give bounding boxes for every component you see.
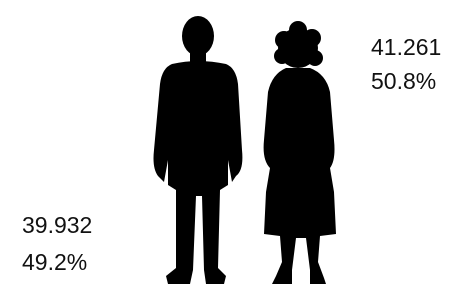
male-count: 39.932 bbox=[22, 212, 92, 238]
female-silhouette bbox=[264, 21, 336, 284]
infographic: 39.932 49.2% 41.261 50.8% bbox=[0, 0, 458, 290]
female-count: 41.261 bbox=[371, 34, 441, 60]
male-percent: 49.2% bbox=[22, 249, 87, 275]
male-silhouette bbox=[154, 16, 243, 284]
female-percent: 50.8% bbox=[371, 68, 436, 94]
